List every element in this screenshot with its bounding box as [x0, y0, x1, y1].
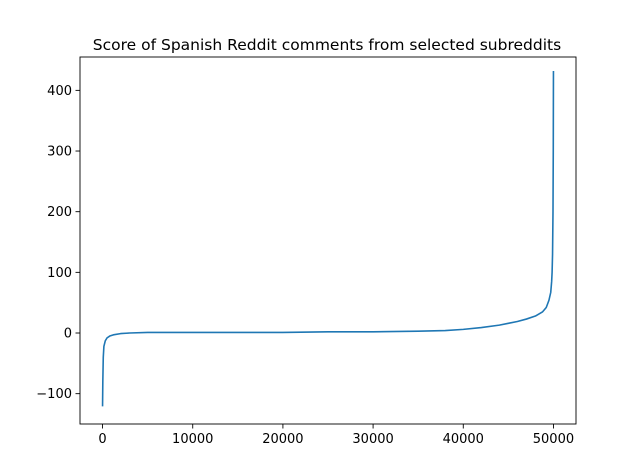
x-tick-label: 30000 — [352, 432, 393, 447]
x-tick-label: 10000 — [172, 432, 213, 447]
y-tick-label: 100 — [47, 266, 72, 281]
y-tick-label: −100 — [36, 387, 72, 402]
x-tick-label: 50000 — [533, 432, 574, 447]
y-tick-label: 400 — [47, 84, 72, 99]
x-tick-label: 40000 — [443, 432, 484, 447]
y-tick-label: 300 — [47, 145, 72, 160]
plot-area: 0 10000 20000 30000 40000 50000 −100 0 100 200 300… — [36, 56, 577, 447]
y-tick-label: 0 — [64, 327, 72, 342]
y-tick-label: 200 — [47, 205, 72, 220]
chart-title: Score of Spanish Reddit comments from se… — [93, 36, 561, 54]
x-tick-label: 20000 — [262, 432, 303, 447]
x-tick-label: 0 — [98, 432, 106, 447]
plot-frame — [79, 56, 577, 425]
series-line-0 — [101, 70, 555, 407]
